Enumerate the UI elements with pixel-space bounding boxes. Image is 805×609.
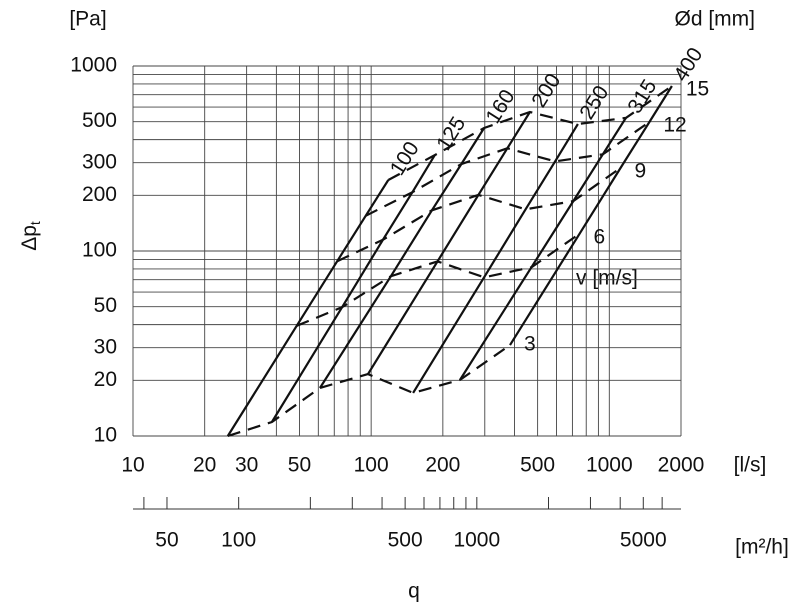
velocity-label: 12 (663, 114, 686, 137)
y-tick-label: 100 (82, 239, 117, 262)
x-tick-label: 10 (121, 454, 144, 477)
y-label-main: Δp (18, 225, 41, 251)
x2-tick-label: 5000 (620, 529, 667, 552)
diameter-label: Ød [mm] (674, 8, 755, 31)
diameter-label: 100 (386, 138, 424, 180)
x-tick-label: 2000 (658, 454, 705, 477)
y-label: Δpt (18, 221, 43, 251)
y-label-sub: t (27, 221, 43, 225)
x2-tick-label: 1000 (453, 529, 500, 552)
velocity-label: 6 (594, 225, 606, 248)
x-tick-label: 1000 (586, 454, 633, 477)
x-tick-label: 50 (288, 454, 311, 477)
velocity-label: v [m/s] (576, 267, 638, 290)
y-unit: [Pa] (69, 8, 106, 31)
y-tick-label: 20 (94, 368, 117, 391)
velocity-line (387, 85, 673, 181)
diameter-label: 125 (432, 113, 470, 155)
x-unit: [l/s] (734, 454, 767, 477)
x-label: q (408, 580, 420, 603)
velocity-label: 15 (686, 78, 709, 101)
x2-tick-label: 500 (388, 529, 423, 552)
velocity-line (365, 121, 651, 217)
x2-tick-label: 100 (221, 529, 256, 552)
diameter-line (509, 85, 673, 346)
x-tick-label: 100 (354, 454, 389, 477)
velocity-label: 3 (524, 333, 536, 356)
diameter-label: 200 (527, 70, 565, 112)
velocity-label: 9 (634, 160, 646, 183)
y-tick-label: 50 (94, 294, 117, 317)
x-tick-label: 30 (235, 454, 258, 477)
y-tick-label: 10 (94, 424, 117, 447)
x-tick-label: 200 (425, 454, 460, 477)
velocity-line (227, 344, 511, 438)
y-tick-label: 200 (82, 183, 117, 206)
y-tick-label: 500 (82, 109, 117, 132)
y-tick-label: 30 (94, 335, 117, 358)
y-tick-label: 300 (82, 150, 117, 173)
x2-unit: [m²/h] (735, 536, 789, 559)
diameter-label: 250 (575, 82, 613, 124)
y-tick-label: 1000 (70, 54, 117, 77)
x-tick-label: 500 (520, 454, 555, 477)
velocity-line (296, 232, 581, 327)
x-tick-label: 20 (193, 454, 216, 477)
x2-tick-label: 50 (155, 529, 178, 552)
diameter-line (412, 123, 579, 394)
velocity-line (336, 167, 622, 263)
